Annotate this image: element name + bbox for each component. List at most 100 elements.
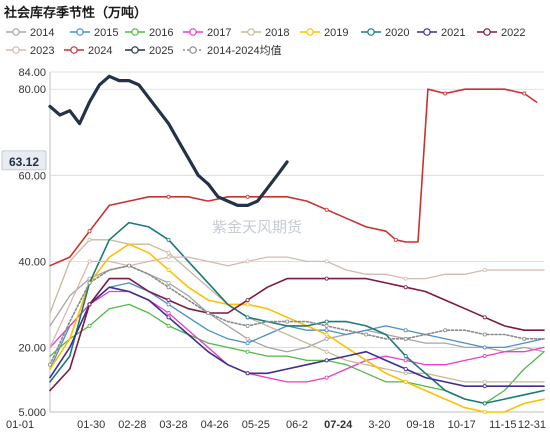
legend-swatch-marker <box>131 46 139 54</box>
series-marker-2020 <box>482 401 487 406</box>
series-marker-2019 <box>403 379 408 384</box>
series-marker-2018 <box>324 349 329 354</box>
legend-item-2019: 2019 <box>300 27 348 39</box>
series-marker-2014-2024均值 <box>364 332 369 337</box>
series-marker-2017 <box>403 358 408 363</box>
series-marker-2014-2024均值 <box>522 336 527 341</box>
series-marker-2021 <box>245 371 250 376</box>
series-marker-2020 <box>166 237 171 242</box>
series-marker-2023 <box>403 276 408 281</box>
legend-item-2020: 2020 <box>361 27 409 39</box>
legend-item-2022: 2022 <box>477 27 525 39</box>
x-tick-label: 09-18 <box>406 419 434 431</box>
callout-box <box>1 150 47 171</box>
series-marker-2020 <box>245 315 250 320</box>
series-marker-2015 <box>166 302 171 307</box>
legend-label: 2016 <box>149 27 173 39</box>
x-tick-label: 3-20 <box>368 419 390 431</box>
series-line-2014-2024均值 <box>49 264 545 366</box>
series-marker-2016 <box>87 323 92 328</box>
legend: 2014 2015 2016 2017 2018 2019 2020 2021 2022 2023… <box>6 27 525 57</box>
series-marker-2024 <box>245 194 250 199</box>
series-marker-2015 <box>403 328 408 333</box>
chart-title: 社会库存季节性（万吨） <box>4 6 148 21</box>
series-marker-2024 <box>522 91 527 96</box>
series-marker-2014 <box>324 336 329 341</box>
series-marker-2018 <box>482 379 487 384</box>
series-line-2020 <box>49 221 545 405</box>
series-marker-2014-2024均值 <box>127 263 132 268</box>
series-marker-2014-2024均值 <box>87 280 92 285</box>
series-line-2023 <box>49 256 545 349</box>
series-marker-2022 <box>245 298 250 303</box>
callout-value: 63.12 <box>9 155 39 169</box>
series-marker-2023 <box>324 259 329 264</box>
series-marker-2014-2024均值 <box>482 332 487 337</box>
legend-item-2014: 2014 <box>6 27 54 39</box>
legend-item-2014-2024均值: 2014-2024均值 <box>183 44 282 57</box>
series-marker-2020 <box>403 354 408 359</box>
series-marker-2018 <box>403 371 408 376</box>
y-tick-label: 84.00 <box>18 67 46 79</box>
series-marker-2016 <box>245 349 250 354</box>
x-tick-label: 01-01 <box>6 419 34 431</box>
y-tick-label: 20.00 <box>18 342 46 354</box>
series-marker-2014-2024均值 <box>324 323 329 328</box>
series-line-2016 <box>49 303 545 405</box>
series-line-2024 <box>49 88 538 267</box>
x-tick-label: 12-31 <box>518 419 546 431</box>
series-marker-2018 <box>87 237 92 242</box>
series-marker-2024 <box>87 229 92 234</box>
x-tick-label: 04-26 <box>201 419 229 431</box>
series-marker-2022 <box>324 276 329 281</box>
series-marker-2014 <box>166 280 171 285</box>
series-marker-2024 <box>443 91 448 96</box>
legend-swatch-marker <box>189 28 197 36</box>
x-tick-label: 01-30 <box>77 419 105 431</box>
series-marker-2017 <box>166 311 171 316</box>
series-marker-2021 <box>403 366 408 371</box>
series-marker-2023 <box>166 255 171 260</box>
series-marker-2023 <box>482 267 487 272</box>
legend-label: 2014 <box>30 27 54 39</box>
y-tick-label: 80.00 <box>18 84 46 96</box>
x-tick-label: 10-17 <box>448 419 476 431</box>
series-marker-2014-2024均值 <box>48 362 53 367</box>
series-line-2021 <box>49 286 545 387</box>
series-marker-2019 <box>245 302 250 307</box>
legend-swatch-marker <box>247 28 255 36</box>
series-marker-2016 <box>166 323 171 328</box>
legend-item-2025: 2025 <box>125 45 173 57</box>
legend-label: 2023 <box>30 45 54 57</box>
legend-label: 2021 <box>441 27 465 39</box>
x-tick-label: 11-15 <box>489 419 516 431</box>
legend-label: 2020 <box>385 27 409 39</box>
series-marker-2023 <box>245 259 250 264</box>
series-marker-2021 <box>324 358 329 363</box>
legend-swatch-marker <box>483 28 491 36</box>
series-marker-2019 <box>166 267 171 272</box>
legend-label: 2024 <box>88 45 112 57</box>
series-marker-2024 <box>393 237 398 242</box>
series-marker-2022 <box>482 315 487 320</box>
x-tick-label: 02-28 <box>118 419 146 431</box>
legend-item-2018: 2018 <box>241 27 289 39</box>
legend-label: 2015 <box>94 27 118 39</box>
series-marker-2014 <box>245 336 250 341</box>
legend-label: 2018 <box>265 27 289 39</box>
legend-label: 2014-2024均值 <box>207 44 282 57</box>
series-marker-2023 <box>87 259 92 264</box>
series-marker-2017 <box>482 354 487 359</box>
x-tick-label: 06-2 <box>286 419 308 431</box>
legend-swatch-marker <box>12 46 20 54</box>
series-marker-2021 <box>482 384 487 389</box>
series-line-2018 <box>49 239 545 383</box>
y-tick-label: 5.000 <box>18 407 46 419</box>
series-marker-2022 <box>403 285 408 290</box>
legend-swatch-marker <box>367 28 375 36</box>
series-line-2015 <box>49 282 545 370</box>
series-marker-2018 <box>166 250 171 255</box>
legend-swatch-marker <box>189 46 197 54</box>
legend-label: 2022 <box>501 27 525 39</box>
